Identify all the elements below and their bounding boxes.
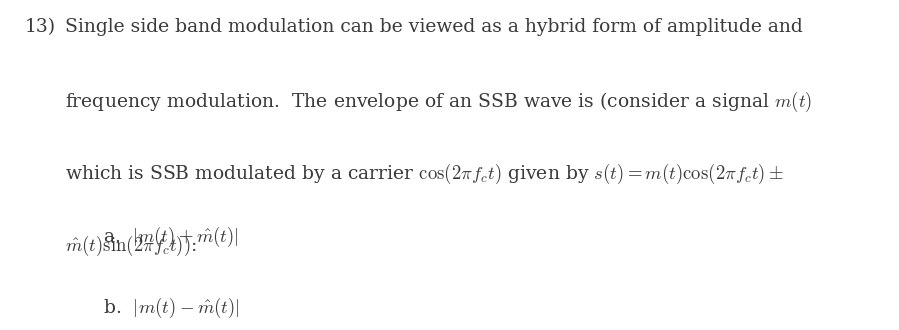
Text: frequency modulation.  The envelope of an SSB wave is (consider a signal $m(t)$: frequency modulation. The envelope of an… (65, 90, 812, 114)
Text: a.  $|m(t) + \hat{m}(t)|$: a. $|m(t) + \hat{m}(t)|$ (103, 224, 239, 248)
Text: which is SSB modulated by a carrier $\cos(2\pi f_c t)$ given by $s(t) = m(t)\cos: which is SSB modulated by a carrier $\co… (65, 162, 784, 186)
Text: b.  $|m(t) - \hat{m}(t)|$: b. $|m(t) - \hat{m}(t)|$ (103, 296, 240, 320)
Text: Single side band modulation can be viewed as a hybrid form of amplitude and: Single side band modulation can be viewe… (65, 18, 803, 36)
Text: 13): 13) (25, 18, 57, 36)
Text: $\hat{m}(t)\sin(2\pi f_c t))$:: $\hat{m}(t)\sin(2\pi f_c t))$: (65, 234, 197, 258)
